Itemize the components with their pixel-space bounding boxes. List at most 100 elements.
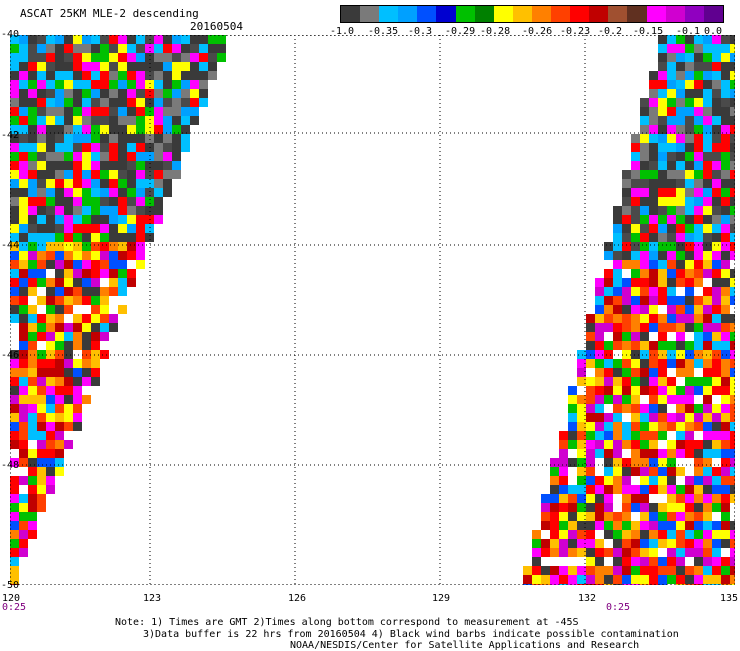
wind-cell [190,89,199,98]
wind-cell [55,260,64,269]
wind-cell [712,422,721,431]
wind-cell [145,134,154,143]
wind-cell [658,503,667,512]
wind-cell [595,368,604,377]
wind-cell [667,395,676,404]
wind-cell [46,395,55,404]
wind-cell [730,386,735,395]
wind-cell [109,233,118,242]
wind-cell [613,206,622,215]
wind-cell [730,197,735,206]
wind-cell [46,260,55,269]
wind-cell [613,404,622,413]
wind-cell [163,179,172,188]
wind-cell [667,341,676,350]
wind-cell [19,386,28,395]
wind-cell [694,305,703,314]
wind-cell [91,368,100,377]
wind-cell [721,341,730,350]
wind-cell [685,251,694,260]
color-scale-label: -0.26 [522,26,553,37]
wind-cell [550,512,559,521]
wind-cell [712,197,721,206]
wind-cell [19,62,28,71]
wind-cell [109,116,118,125]
wind-cell [649,143,658,152]
wind-cell [19,485,28,494]
wind-cell [721,287,730,296]
wind-cell [676,359,685,368]
wind-cell [154,80,163,89]
wind-cell [631,476,640,485]
wind-cell [712,296,721,305]
wind-cell [127,107,136,116]
wind-cell [64,323,73,332]
wind-cell [64,134,73,143]
wind-cell [586,359,595,368]
color-scale-swatch [570,6,590,22]
wind-cell [676,395,685,404]
wind-cell [82,98,91,107]
wind-cell [10,125,19,134]
wind-cell [109,44,118,53]
wind-cell [586,332,595,341]
wind-cell [109,161,118,170]
wind-cell [91,143,100,152]
wind-cell [37,377,46,386]
wind-cell [73,53,82,62]
wind-cell [694,116,703,125]
wind-cell [118,251,127,260]
wind-cell [694,62,703,71]
wind-cell [136,188,145,197]
wind-cell [730,395,735,404]
wind-cell [622,278,631,287]
wind-cell [730,494,735,503]
wind-cell [685,323,694,332]
wind-cell [649,152,658,161]
wind-cell [100,323,109,332]
wind-cell [118,170,127,179]
wind-cell [595,476,604,485]
wind-cell [712,377,721,386]
wind-cell [28,206,37,215]
wind-cell [154,179,163,188]
wind-cell [613,440,622,449]
wind-cell [10,215,19,224]
wind-cell [721,575,730,584]
wind-cell [649,575,658,584]
wind-cell [46,170,55,179]
wind-cell [118,89,127,98]
wind-cell [568,584,577,585]
wind-cell [649,530,658,539]
wind-cell [667,575,676,584]
wind-cell [685,530,694,539]
wind-cell [667,35,676,44]
wind-cell [595,305,604,314]
wind-cell [685,116,694,125]
wind-cell [721,89,730,98]
wind-cell [685,431,694,440]
wind-cell [10,242,19,251]
wind-cell [73,359,82,368]
wind-cell [667,197,676,206]
wind-cell [550,476,559,485]
wind-cell [685,584,694,585]
wind-cell [541,530,550,539]
wind-cell [613,386,622,395]
wind-cell [586,449,595,458]
wind-cell [37,467,46,476]
wind-cell [118,278,127,287]
wind-cell [37,485,46,494]
wind-cell [640,395,649,404]
wind-cell [208,44,217,53]
wind-cell [118,116,127,125]
wind-cell [37,413,46,422]
wind-cell [550,566,559,575]
wind-cell [694,233,703,242]
wind-cell [46,143,55,152]
wind-cell [721,395,730,404]
wind-cell [730,35,735,44]
wind-cell [649,170,658,179]
x-tick-label: 135 [720,593,739,604]
wind-cell [550,548,559,557]
